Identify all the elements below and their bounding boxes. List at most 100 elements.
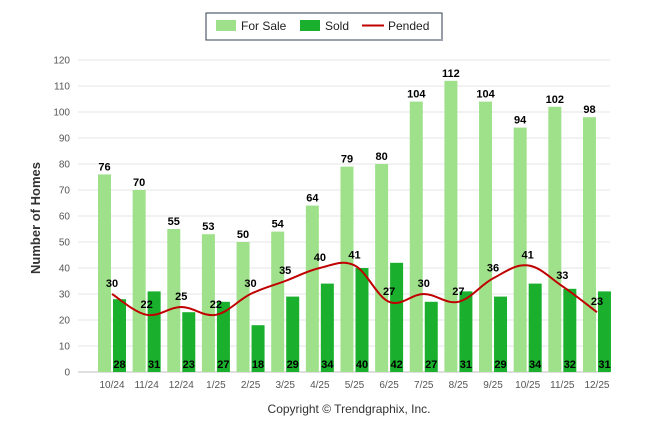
value-label-pended: 27 bbox=[452, 286, 464, 298]
value-label-for-sale: 64 bbox=[306, 193, 319, 205]
bar-sold bbox=[459, 291, 473, 372]
x-tick-label: 9/25 bbox=[483, 380, 503, 391]
value-labels: 76 28 70 31 55 23 53 27 50 18 54 29 64 34 79 40 80 42 104 2… bbox=[98, 68, 610, 371]
value-label-pended: 30 bbox=[418, 278, 430, 290]
value-label-for-sale: 80 bbox=[375, 151, 387, 163]
bar-sold bbox=[147, 291, 161, 372]
value-label-for-sale: 55 bbox=[168, 216, 180, 228]
bar-for-sale bbox=[548, 106, 562, 373]
x-tick-label: 7/25 bbox=[414, 380, 434, 391]
value-label-pended: 22 bbox=[210, 299, 222, 311]
x-tick-label: 11/25 bbox=[550, 380, 575, 391]
bar-sold bbox=[528, 283, 542, 372]
value-label-pended: 41 bbox=[522, 249, 534, 261]
bar-for-sale bbox=[513, 127, 527, 372]
value-label-pended: 22 bbox=[141, 299, 153, 311]
x-tick-label: 10/25 bbox=[515, 380, 540, 391]
value-label-for-sale: 112 bbox=[442, 68, 460, 80]
legend-shadow bbox=[207, 39, 443, 41]
value-label-sold: 32 bbox=[564, 359, 576, 371]
value-label-sold: 28 bbox=[113, 359, 125, 371]
value-label-pended: 25 bbox=[175, 291, 187, 303]
value-label-for-sale: 70 bbox=[133, 177, 145, 189]
y-tick-label: 0 bbox=[64, 368, 70, 379]
y-tick-label: 30 bbox=[59, 290, 71, 301]
bar-sold bbox=[390, 262, 404, 372]
x-tick-label: 2/25 bbox=[241, 380, 261, 391]
pended-line-layer bbox=[111, 261, 598, 317]
value-label-for-sale: 53 bbox=[202, 221, 214, 233]
y-tick-label: 70 bbox=[59, 186, 71, 197]
value-label-sold: 34 bbox=[529, 359, 542, 371]
bar-sold bbox=[182, 312, 196, 372]
value-label-pended: 36 bbox=[487, 262, 499, 274]
bar-sold bbox=[494, 296, 508, 372]
value-label-sold: 34 bbox=[321, 359, 334, 371]
y-tick-label: 110 bbox=[54, 82, 70, 93]
value-label-sold: 31 bbox=[148, 359, 160, 371]
value-label-pended: 40 bbox=[314, 252, 326, 264]
x-tick-label: 8/25 bbox=[449, 380, 469, 391]
x-tick-label: 11/24 bbox=[134, 380, 159, 391]
y-tick-label: 50 bbox=[59, 238, 71, 249]
x-tick-label: 6/25 bbox=[379, 380, 399, 391]
legend-label-sold: Sold bbox=[325, 19, 349, 33]
x-axis-ticks: 10/24 11/24 12/24 1/25 2/25 3/25 4/25 5/25 6/25 7… bbox=[99, 380, 609, 391]
value-label-for-sale: 104 bbox=[476, 89, 495, 101]
value-label-for-sale: 98 bbox=[583, 104, 595, 116]
legend-frame bbox=[205, 12, 443, 41]
value-label-sold: 31 bbox=[460, 359, 472, 371]
bar-sold bbox=[597, 291, 611, 372]
x-tick-label: 12/24 bbox=[169, 380, 194, 391]
bar-for-sale bbox=[305, 205, 319, 372]
bar-for-sale bbox=[132, 190, 146, 372]
legend-swatch-sold bbox=[300, 20, 320, 31]
pended-line bbox=[111, 261, 598, 317]
x-tick-label: 12/25 bbox=[584, 380, 609, 391]
bar-for-sale bbox=[444, 80, 458, 373]
bar-for-sale bbox=[271, 231, 285, 372]
value-label-sold: 31 bbox=[598, 359, 610, 371]
bar-for-sale bbox=[98, 174, 111, 372]
y-tick-label: 40 bbox=[59, 264, 71, 275]
bar-for-sale bbox=[582, 117, 596, 372]
bar-for-sale bbox=[340, 166, 354, 372]
value-label-for-sale: 94 bbox=[514, 115, 527, 127]
value-label-pended: 33 bbox=[556, 270, 568, 282]
bar-sold bbox=[563, 288, 577, 372]
value-label-sold: 27 bbox=[425, 359, 437, 371]
x-tick-label: 10/24 bbox=[99, 380, 124, 391]
bar-for-sale bbox=[201, 234, 215, 372]
y-tick-label: 100 bbox=[53, 108, 70, 119]
bars bbox=[98, 80, 611, 373]
value-label-for-sale: 76 bbox=[98, 161, 110, 173]
value-label-sold: 42 bbox=[390, 359, 402, 371]
bar-for-sale bbox=[479, 101, 493, 372]
x-tick-label: 5/25 bbox=[345, 380, 365, 391]
value-label-for-sale: 102 bbox=[546, 94, 564, 106]
value-label-pended: 23 bbox=[591, 296, 603, 308]
y-tick-label: 20 bbox=[59, 316, 71, 327]
bar-sold bbox=[320, 283, 334, 372]
value-label-pended: 41 bbox=[348, 249, 360, 261]
legend: For Sale Sold Pended bbox=[205, 12, 443, 41]
bar-for-sale bbox=[236, 242, 250, 372]
y-tick-label: 80 bbox=[59, 160, 71, 171]
value-label-for-sale: 54 bbox=[272, 219, 285, 231]
value-label-sold: 27 bbox=[217, 359, 229, 371]
bar-sold bbox=[113, 299, 126, 372]
y-tick-label: 90 bbox=[59, 134, 71, 145]
value-label-pended: 27 bbox=[383, 286, 395, 298]
y-tick-label: 60 bbox=[59, 212, 71, 223]
value-label-pended: 30 bbox=[106, 278, 118, 290]
value-label-pended: 30 bbox=[244, 278, 256, 290]
x-tick-label: 4/25 bbox=[310, 380, 330, 391]
value-label-sold: 18 bbox=[252, 359, 264, 371]
value-label-for-sale: 79 bbox=[341, 154, 353, 166]
value-label-pended: 35 bbox=[279, 265, 291, 277]
bar-for-sale bbox=[409, 101, 423, 372]
value-label-sold: 40 bbox=[356, 359, 368, 371]
bar-for-sale bbox=[375, 164, 389, 372]
